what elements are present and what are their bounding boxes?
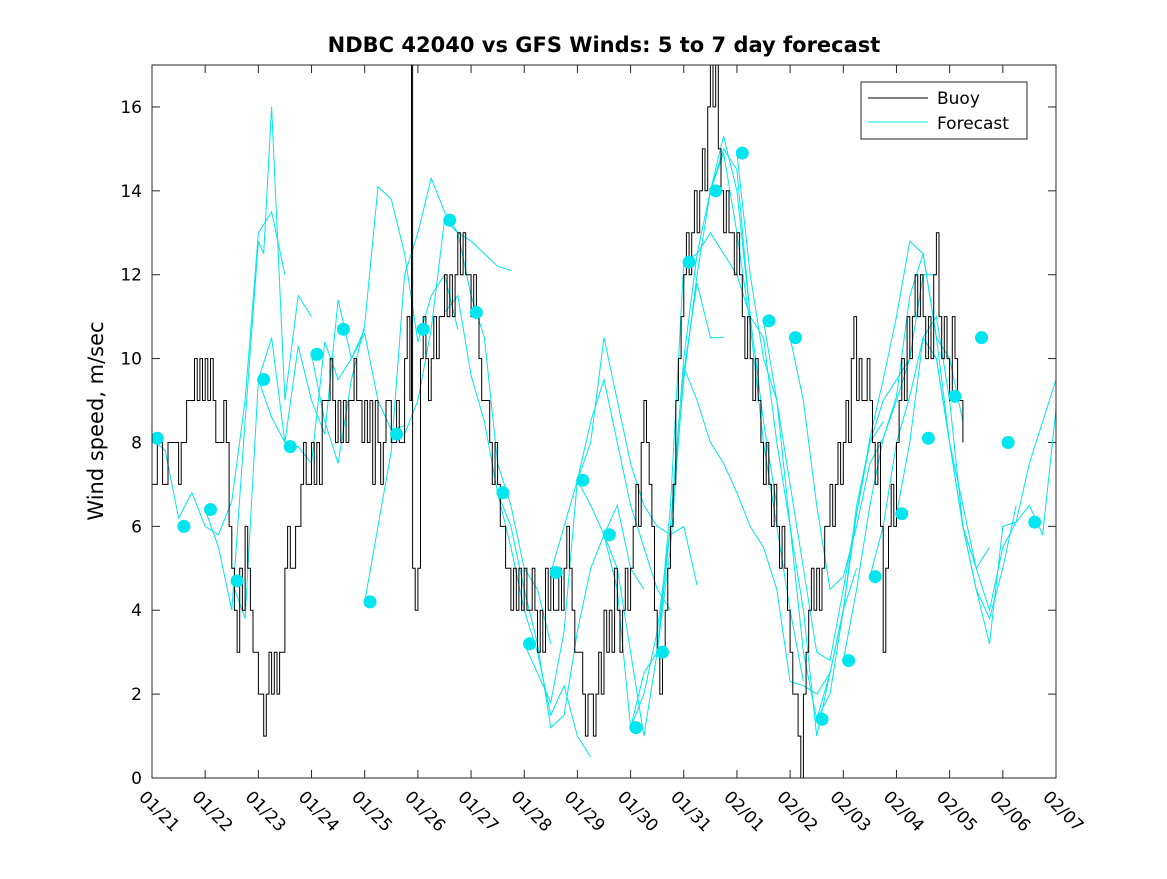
forecast-marker-11	[443, 213, 457, 227]
forecast-marker-1	[177, 519, 191, 533]
forecast-marker-31	[975, 331, 989, 345]
forecast-marker-5	[283, 440, 297, 454]
x-tick-label: 02/01	[719, 787, 768, 836]
forecast-line-12	[603, 231, 751, 737]
forecast-line-24	[922, 337, 1056, 613]
forecast-marker-29	[921, 431, 935, 445]
forecast-marker-3	[230, 574, 244, 588]
y-tick-label: 6	[131, 517, 142, 537]
x-tick-label: 01/22	[188, 787, 237, 836]
forecast-marker-20	[682, 255, 696, 269]
series-layer	[152, 65, 1056, 778]
x-tick-label: 01/24	[294, 787, 343, 836]
forecast-marker-17	[602, 528, 616, 542]
y-tick-label: 4	[131, 601, 142, 621]
forecast-marker-16	[576, 473, 590, 487]
forecast-marker-30	[948, 389, 962, 403]
plot-frame	[151, 64, 1057, 779]
legend-box	[860, 81, 1028, 140]
forecast-line-17	[736, 153, 884, 721]
forecast-marker-7	[336, 322, 350, 336]
x-tick-label: 01/28	[507, 787, 556, 836]
y-tick-label: 16	[120, 98, 142, 118]
forecast-marker-13	[496, 486, 510, 500]
chart-title: NDBC 42040 vs GFS Winds: 5 to 7 day fore…	[328, 33, 881, 57]
forecast-marker-14	[523, 637, 537, 651]
y-tick-label: 12	[120, 266, 142, 286]
forecast-marker-8	[363, 595, 377, 609]
y-tick-label: 8	[131, 433, 142, 453]
forecast-marker-27	[868, 570, 882, 584]
x-tick-label: 01/25	[347, 787, 396, 836]
y-tick-label: 14	[120, 182, 142, 202]
buoy-line	[152, 65, 964, 778]
forecast-line-2	[231, 299, 366, 619]
forecast-line-1	[204, 106, 312, 611]
forecast-marker-24	[788, 331, 802, 345]
forecast-marker-21	[709, 184, 723, 198]
forecast-line-4	[311, 185, 459, 464]
forecast-line-5	[364, 176, 512, 602]
forecast-line-7	[444, 294, 592, 758]
forecast-marker-6	[310, 347, 324, 361]
forecast-marker-19	[655, 645, 669, 659]
legend: Buoy Forecast	[860, 81, 1028, 140]
forecast-line-20	[816, 240, 964, 720]
x-tick-label: 02/03	[826, 787, 875, 836]
forecast-marker-9	[390, 427, 404, 441]
forecast-marker-18	[629, 721, 643, 735]
forecast-marker-28	[895, 507, 909, 521]
x-tick-label: 01/26	[400, 787, 449, 836]
y-tick-label: 0	[131, 769, 142, 789]
forecast-marker-2	[203, 503, 217, 517]
forecast-marker-0	[152, 431, 164, 445]
x-tick-label: 01/23	[241, 787, 290, 836]
legend-label-forecast: Forecast	[937, 114, 1009, 134]
forecast-marker-12	[469, 305, 483, 319]
forecast-line-9	[523, 377, 671, 705]
x-tick-label: 02/02	[773, 787, 822, 836]
forecast-line-0	[152, 210, 286, 536]
forecast-marker-10	[416, 322, 430, 336]
y-axis: 0 2 4 6 8 10 12 14 16	[120, 98, 1056, 789]
forecast-line-18	[763, 320, 911, 662]
x-tick-label: 01/31	[666, 787, 715, 836]
x-tick-label: 01/29	[560, 787, 609, 836]
forecast-marker-22	[735, 146, 749, 160]
x-tick-label: 02/07	[1038, 787, 1087, 836]
forecast-marker-33	[1028, 515, 1042, 529]
legend-label-buoy: Buoy	[937, 89, 980, 109]
x-tick-label: 02/05	[932, 787, 981, 836]
x-tick-label: 02/06	[985, 787, 1034, 836]
x-tick-label: 02/04	[879, 787, 928, 836]
forecast-line-13	[630, 136, 778, 728]
y-tick-label: 2	[131, 685, 142, 705]
forecast-marker-26	[842, 654, 856, 668]
y-tick-label: 10	[120, 350, 142, 370]
y-axis-label: Wind speed, m/sec	[84, 321, 108, 520]
forecast-marker-25	[815, 712, 829, 726]
x-tick-label: 01/30	[613, 787, 662, 836]
forecast-marker-32	[1001, 435, 1015, 449]
forecast-marker-23	[762, 314, 776, 328]
x-tick-label: 01/27	[454, 787, 503, 836]
forecast-marker-4	[257, 373, 271, 387]
x-tick-label: 01/21	[134, 787, 183, 836]
forecast-marker-15	[549, 565, 563, 579]
forecast-line-3	[257, 331, 405, 465]
forecast-line-10	[550, 337, 698, 586]
